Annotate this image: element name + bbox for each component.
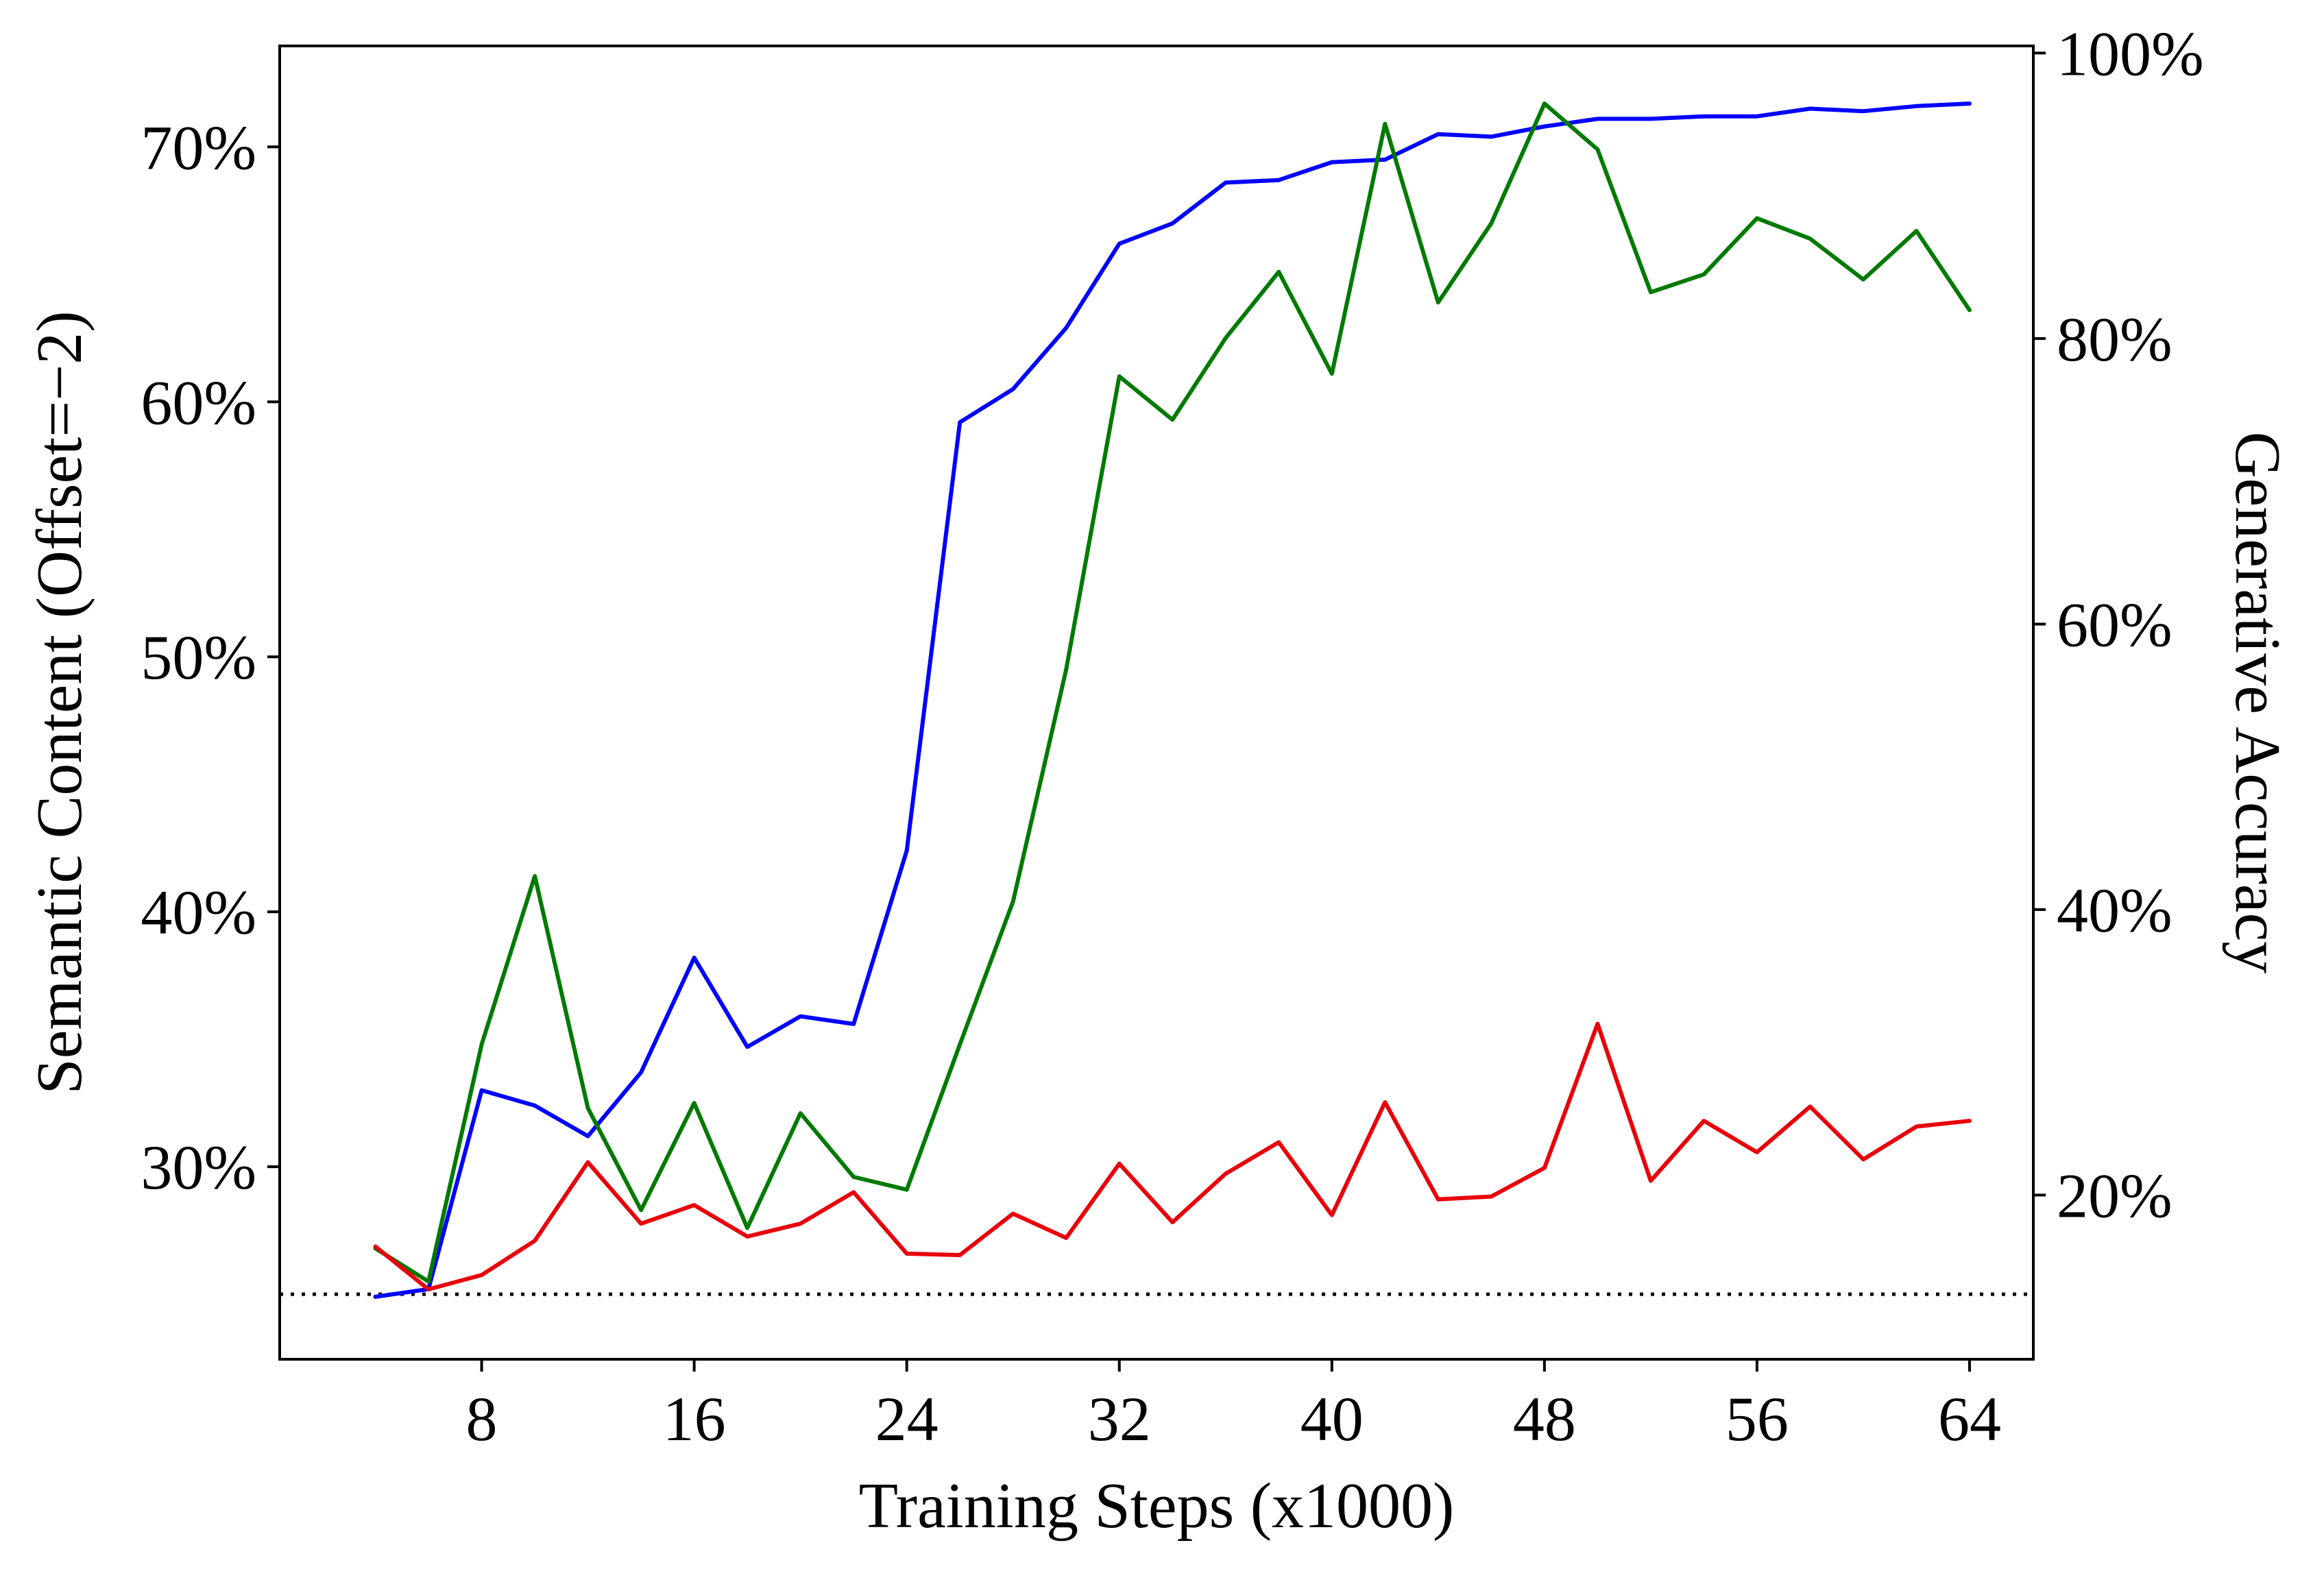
right-y-tick-label: 60% [2057,589,2172,659]
right-y-tick-label: 20% [2057,1161,2172,1231]
right-y-axis-title: Generative Accuracy [2222,432,2293,974]
x-tick-label: 40 [1300,1384,1364,1454]
x-tick-label: 56 [1726,1384,1789,1454]
left-y-tick-label: 70% [141,112,256,182]
series-layer [373,101,1972,1299]
right-y-tick-label: 40% [2057,875,2172,945]
x-tick-label: 8 [466,1384,498,1454]
right-y-tick-label: 80% [2057,304,2172,374]
x-axis-ticks: 8 16 24 32 40 48 56 64 [466,1359,2001,1454]
x-axis-title: Training Steps (x1000) [859,1470,1455,1542]
series-line-blue [373,101,1972,1299]
left-y-tick-label: 50% [141,622,256,692]
plot-frame [278,45,2035,1361]
x-tick-label: 48 [1513,1384,1576,1454]
x-tick-label: 32 [1088,1384,1151,1454]
x-tick-label: 16 [663,1384,726,1454]
left-y-tick-label: 30% [141,1132,256,1202]
x-tick-label: 24 [875,1384,939,1454]
left-y-axis-ticks: 30% 40% 50% 60% 70% [141,112,280,1202]
series-line-green [373,101,1972,1284]
left-y-tick-label: 60% [141,367,256,437]
series-line-red [373,1021,1972,1291]
left-y-axis-title: Semantic Content (Offset=−2) [24,311,95,1094]
left-y-tick-label: 40% [141,877,256,947]
right-y-axis-ticks: 20% 40% 60% 80% 100% [2033,19,2204,1231]
x-tick-label: 64 [1938,1384,2001,1454]
right-y-tick-label: 100% [2057,19,2204,88]
